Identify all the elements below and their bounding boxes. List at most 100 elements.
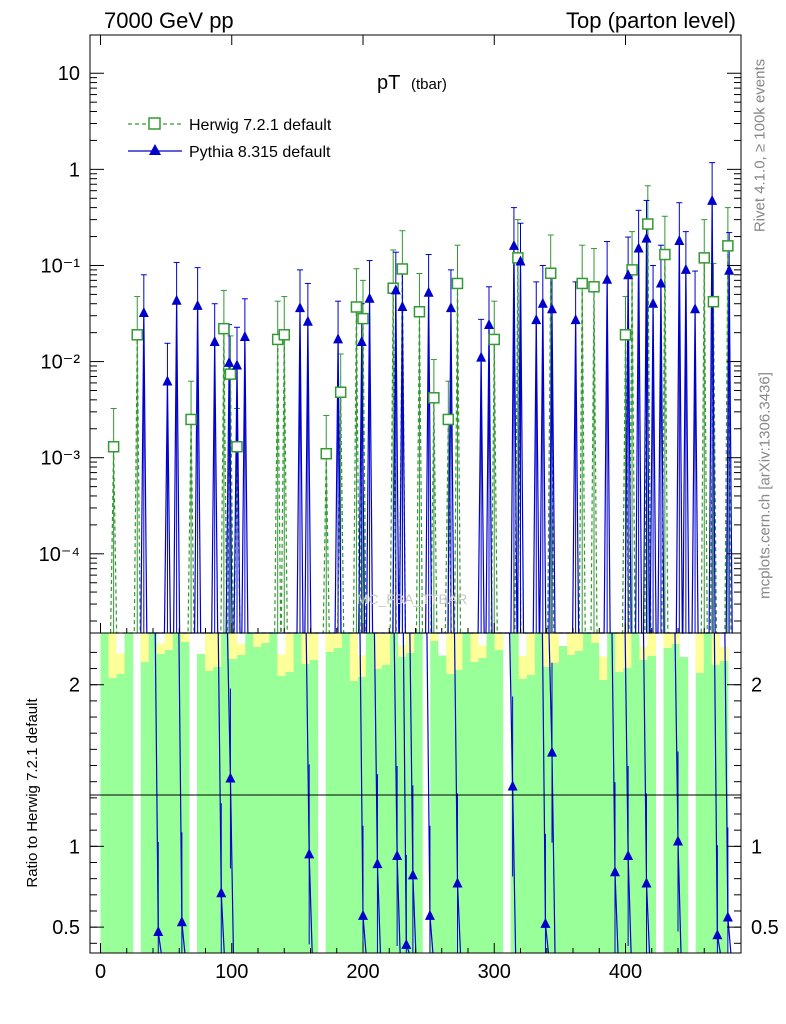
herwig-point — [413, 306, 426, 318]
ratio-band-gap — [438, 633, 447, 656]
ratio-y-tick-label: 2 — [69, 675, 80, 697]
ratio-band-yellow — [550, 633, 560, 663]
ratio-series-markers — [153, 746, 733, 949]
ratio-band-yellow — [647, 633, 656, 656]
y-tick-label: 1 — [69, 159, 80, 181]
ratio-band-green — [108, 633, 118, 953]
pythia-point — [707, 194, 718, 205]
pythia-point — [484, 319, 494, 330]
herwig-point — [488, 333, 500, 346]
ratio-band-green — [599, 633, 608, 953]
ratio-point — [712, 929, 723, 940]
pythia-point — [690, 303, 701, 314]
ratio-band-green — [518, 633, 528, 953]
ratio-band-green — [494, 633, 504, 953]
ratio-band-green — [164, 633, 174, 953]
ratio-band-yellow — [382, 633, 391, 665]
ratio-band-green — [205, 633, 214, 953]
ratio-band-green — [277, 633, 286, 953]
ratio-band-gap — [398, 633, 407, 645]
pythia-point — [724, 264, 735, 275]
ratio-band-green — [229, 633, 238, 953]
herwig-point — [698, 252, 710, 264]
ratio-band-yellow — [325, 633, 335, 652]
ratio-band-gap — [558, 633, 568, 646]
ratio-band-green — [221, 633, 230, 953]
main-plot-frame — [89, 34, 742, 634]
herwig-point — [131, 329, 143, 341]
ratio-band-green — [349, 633, 359, 953]
ratio-band-green — [478, 633, 488, 953]
ratio-band-green — [261, 633, 270, 953]
pythia-point — [655, 277, 666, 288]
ratio-band-green — [679, 633, 689, 953]
ratio-band-green — [639, 633, 648, 953]
ratio-band-yellow — [213, 633, 222, 667]
axes: 0 100 200 300 400 10 1 10⁻¹ 10⁻² 10⁻³ 10⁻⁴ 0.5 0.5 1 1… — [39, 35, 779, 983]
ratio-band-green — [390, 633, 399, 953]
ratio-band-green — [148, 633, 158, 953]
ratio-band-green — [414, 633, 423, 953]
ratio-band-green — [373, 633, 383, 953]
ratio-band-green — [663, 633, 673, 953]
ratio-band-yellow — [180, 633, 190, 642]
ratio-band-yellow — [494, 633, 504, 650]
pythia-point — [224, 356, 235, 367]
ratio-band-yellow — [615, 633, 624, 672]
ratio-band-yellow — [253, 633, 262, 647]
ratio-y-tick-label-right: 0.5 — [751, 917, 779, 939]
ratio-point — [673, 835, 683, 846]
ratio-band-yellow — [711, 633, 721, 665]
ratio-band-green — [341, 633, 351, 953]
pythia-point — [570, 314, 581, 325]
ratio-point — [372, 858, 383, 869]
ratio-band-green — [406, 633, 415, 953]
pythia-point — [423, 286, 434, 297]
herwig-point — [544, 267, 557, 280]
ratio-band-gap — [599, 633, 608, 657]
pythia-point — [674, 234, 685, 245]
herwig-point — [224, 368, 237, 380]
ratio-band-green — [591, 633, 600, 953]
ratio-band-green — [575, 633, 584, 953]
y-tick-label: 10⁻⁴ — [39, 544, 80, 566]
ratio-band-green — [365, 633, 375, 953]
ratio-point — [176, 916, 187, 927]
pythia-point — [680, 263, 691, 274]
ratio-y-tick-label-right: 2 — [751, 675, 762, 697]
ratio-point — [424, 909, 435, 920]
x-tick-label: 100 — [215, 961, 248, 983]
ratio-band-yellow — [454, 633, 463, 670]
ratio-band-green — [325, 633, 335, 953]
herwig-point — [350, 301, 363, 313]
ratio-band-green — [486, 633, 496, 953]
ratio-uncertainty-bands — [100, 633, 729, 953]
herwig-point — [231, 440, 243, 453]
ratio-y-label: Ratio to Herwig 7.2.1 default — [24, 698, 41, 888]
ratio-band-green — [550, 633, 560, 953]
herwig-point — [278, 329, 290, 341]
pythia-point — [138, 307, 149, 318]
ratio-band-yellow — [591, 633, 600, 643]
ratio-band-green — [382, 633, 391, 953]
header-right: Top (parton level) — [566, 8, 736, 33]
ratio-band-green — [180, 633, 190, 953]
ratio-band-green — [124, 633, 134, 953]
ratio-y-tick-label: 1 — [69, 836, 80, 858]
ratio-band-gap — [156, 633, 166, 644]
y-tick-label: 10⁻² — [41, 352, 81, 374]
ratio-band-yellow — [623, 633, 632, 668]
ratio-band-green — [607, 633, 616, 953]
chart-title-sub: (tbar) — [411, 76, 447, 93]
pythia-point — [397, 300, 408, 311]
herwig-point — [588, 281, 600, 293]
pythia-point — [623, 269, 634, 280]
ratio-point — [392, 850, 403, 861]
pythia-point — [515, 255, 526, 266]
herwig-point — [442, 413, 455, 426]
ratio-band-green — [695, 633, 705, 953]
herwig-point — [320, 447, 332, 460]
ratio-band-gap — [197, 633, 206, 654]
ratio-band-green — [510, 633, 520, 953]
ratio-band-green — [703, 633, 713, 953]
